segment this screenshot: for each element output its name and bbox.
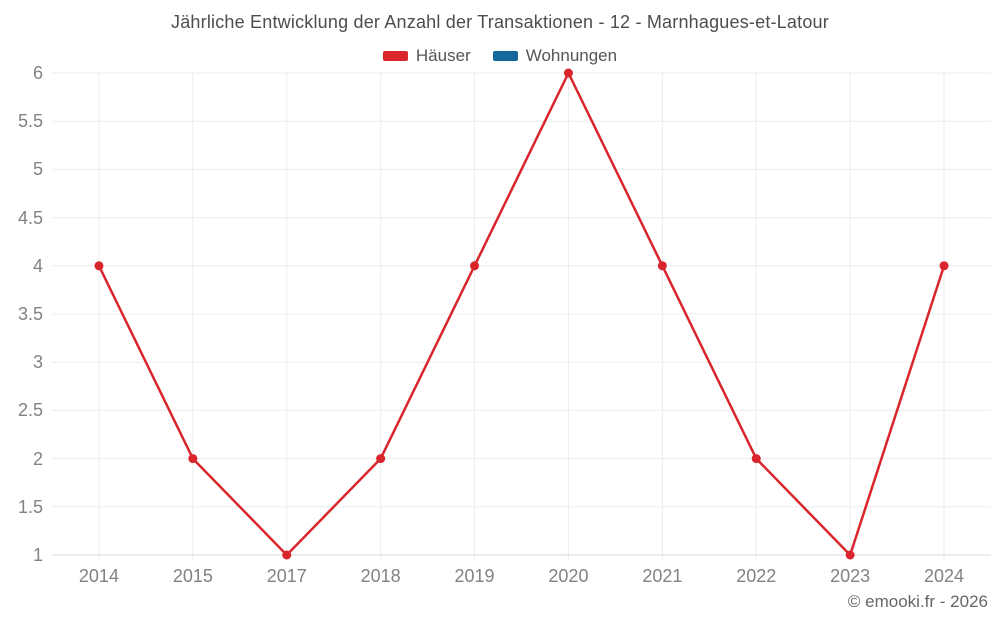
chart-title: Jährliche Entwicklung der Anzahl der Tra… <box>171 12 829 32</box>
data-point-häuser-2014[interactable] <box>94 261 104 271</box>
x-axis-label: 2021 <box>642 566 683 586</box>
data-point-häuser-2022[interactable] <box>751 454 761 464</box>
legend-label-wohnungen: Wohnungen <box>525 46 618 65</box>
credit-text: © emooki.fr - 2026 <box>847 592 988 611</box>
legend-item-haeuser[interactable]: Häuser <box>382 46 471 66</box>
y-axis-label: 6 <box>32 63 43 83</box>
y-axis-label: 4.5 <box>17 207 43 228</box>
x-axis-label: 2018 <box>360 566 401 586</box>
x-axis-label: 2020 <box>548 566 589 586</box>
data-point-häuser-2018[interactable] <box>376 454 386 464</box>
x-axis-label: 2017 <box>266 566 307 586</box>
data-point-häuser-2020[interactable] <box>563 68 573 78</box>
y-axis-label: 1 <box>32 545 43 565</box>
legend-swatch-haeuser-icon <box>382 51 408 61</box>
y-axis-label: 1.5 <box>17 496 43 517</box>
x-axis-label: 2024 <box>924 566 965 586</box>
data-point-häuser-2019[interactable] <box>470 261 480 271</box>
legend: Häuser Wohnungen <box>0 46 1000 66</box>
x-axis-label: 2022 <box>736 566 777 586</box>
legend-label-haeuser: Häuser <box>415 46 471 65</box>
x-axis-label: 2014 <box>78 566 119 586</box>
data-point-häuser-2023[interactable] <box>845 550 855 560</box>
x-axis-label: 2019 <box>454 566 495 586</box>
series-line-häuser <box>97 71 946 557</box>
y-axis-label: 3.5 <box>17 304 43 324</box>
data-point-häuser-2021[interactable] <box>657 261 667 271</box>
legend-swatch-wohnungen-icon <box>492 51 518 61</box>
data-point-häuser-2024[interactable] <box>939 261 949 271</box>
data-point-häuser-2017[interactable] <box>282 550 292 560</box>
x-axis-label: 2023 <box>830 566 871 586</box>
y-axis-label: 4 <box>32 255 43 276</box>
y-axis-label: 2 <box>32 448 43 469</box>
y-axis-label: 5 <box>32 159 43 180</box>
legend-item-wohnungen[interactable]: Wohnungen <box>492 46 618 66</box>
x-axis-label: 2015 <box>172 566 213 586</box>
data-point-häuser-2015[interactable] <box>188 454 198 464</box>
y-axis-label: 5.5 <box>17 111 43 132</box>
y-axis-label: 2.5 <box>17 400 43 421</box>
y-axis-label: 3 <box>32 352 43 373</box>
